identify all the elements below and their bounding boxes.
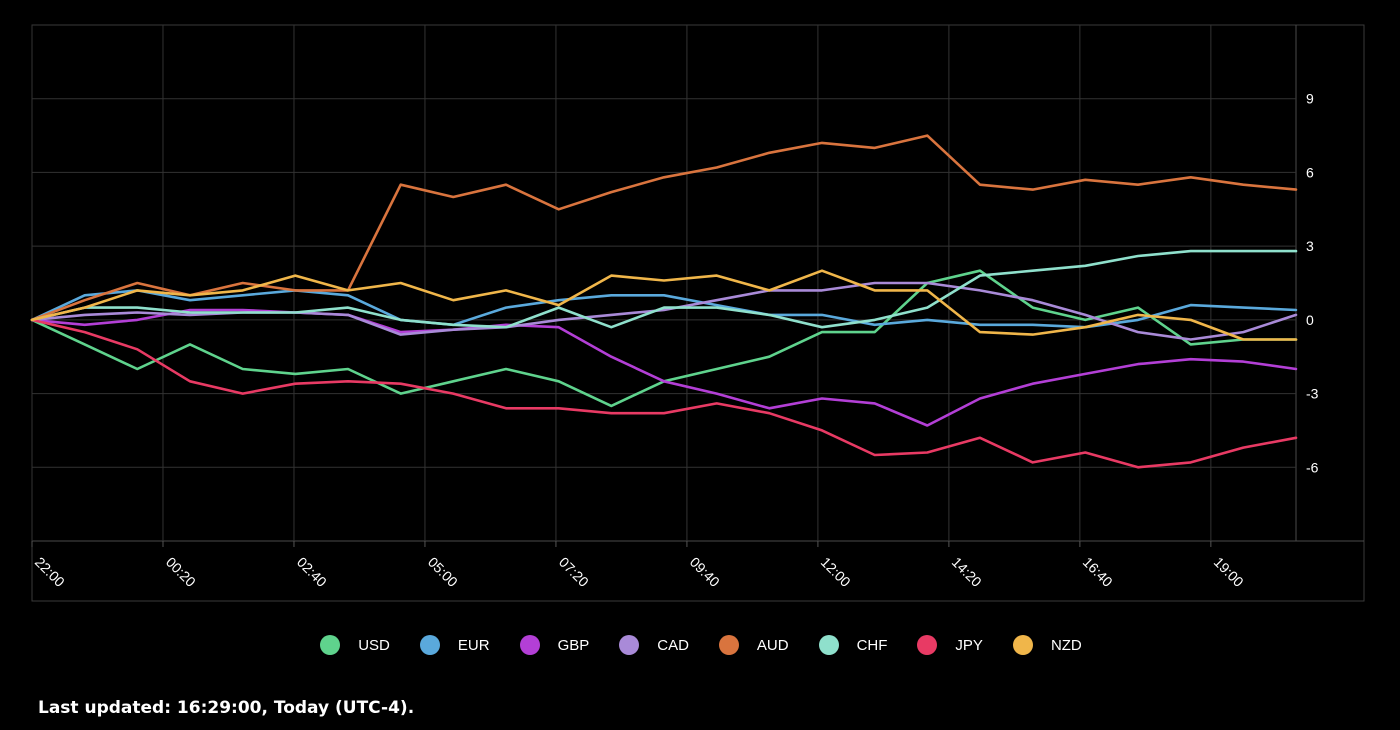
legend-item-chf[interactable]: CHF — [818, 635, 888, 655]
legend-item-aud[interactable]: AUD — [718, 635, 789, 655]
legend-swatch — [718, 635, 739, 655]
line-chart: 9 6 3 0 -3 -6 22:00 00:20 02:40 05:00 07:20 09:40 1… — [30, 24, 1365, 602]
x-tick-label: 00:20 — [163, 554, 199, 590]
legend-item-cad[interactable]: CAD — [619, 635, 689, 655]
legend-item-gbp[interactable]: GBP — [519, 635, 590, 655]
series-line-gbp — [30, 308, 1298, 427]
x-tick-label: 05:00 — [425, 554, 461, 590]
y-tick-label: 0 — [1306, 312, 1314, 328]
chart-grid — [31, 24, 1365, 602]
legend-label: CHF — [856, 636, 888, 654]
legend-swatch — [917, 635, 938, 655]
series-line-usd — [30, 269, 1298, 408]
y-tick-label: 6 — [1306, 164, 1314, 180]
x-tick-label: 02:40 — [294, 554, 330, 590]
y-axis-ticks: 9 6 3 0 -3 -6 — [1306, 91, 1319, 476]
legend-label: JPY — [955, 636, 983, 654]
y-tick-label: -6 — [1306, 459, 1319, 475]
legend-label: AUD — [756, 636, 789, 654]
x-tick-label: 07:20 — [556, 554, 592, 590]
legend-item-nzd[interactable]: NZD — [1012, 635, 1082, 655]
legend-item-eur[interactable]: EUR — [419, 635, 490, 655]
legend-label: EUR — [457, 636, 490, 654]
legend-label: USD — [358, 636, 390, 654]
legend-label: GBP — [557, 636, 590, 654]
x-tick-label: 16:40 — [1080, 554, 1116, 590]
series-line-chf — [30, 249, 1298, 329]
legend-swatch — [818, 635, 839, 655]
legend-swatch — [619, 635, 640, 655]
x-tick-label: 12:00 — [818, 554, 854, 590]
last-updated-text: Last updated: 16:29:00, Today (UTC-4). — [38, 698, 415, 718]
legend-swatch — [320, 635, 341, 655]
legend-item-usd[interactable]: USD — [320, 635, 390, 655]
legend-swatch — [519, 635, 540, 655]
legend-label: CAD — [657, 636, 689, 654]
legend-swatch — [1012, 635, 1033, 655]
x-axis-ticks: 22:00 00:20 02:40 05:00 07:20 09:40 12:00 14:20… — [32, 554, 1247, 590]
x-tick-label: 09:40 — [687, 554, 723, 590]
legend-item-jpy[interactable]: JPY — [917, 635, 983, 655]
series-line-jpy — [30, 318, 1298, 469]
series-line-nzd — [30, 269, 1298, 341]
x-tick-label: 22:00 — [32, 554, 68, 590]
chart-legend: USD EUR GBP CAD AUD CHF JPY NZD — [0, 632, 1400, 658]
series-line-aud — [30, 134, 1298, 322]
y-tick-label: 3 — [1306, 238, 1314, 254]
x-tick-label: 19:00 — [1211, 554, 1247, 590]
x-tick-label: 14:20 — [949, 554, 985, 590]
y-tick-label: 9 — [1306, 91, 1314, 107]
y-tick-label: -3 — [1306, 386, 1319, 402]
legend-label: NZD — [1050, 636, 1082, 654]
chart-series — [30, 134, 1298, 469]
legend-swatch — [419, 635, 440, 655]
